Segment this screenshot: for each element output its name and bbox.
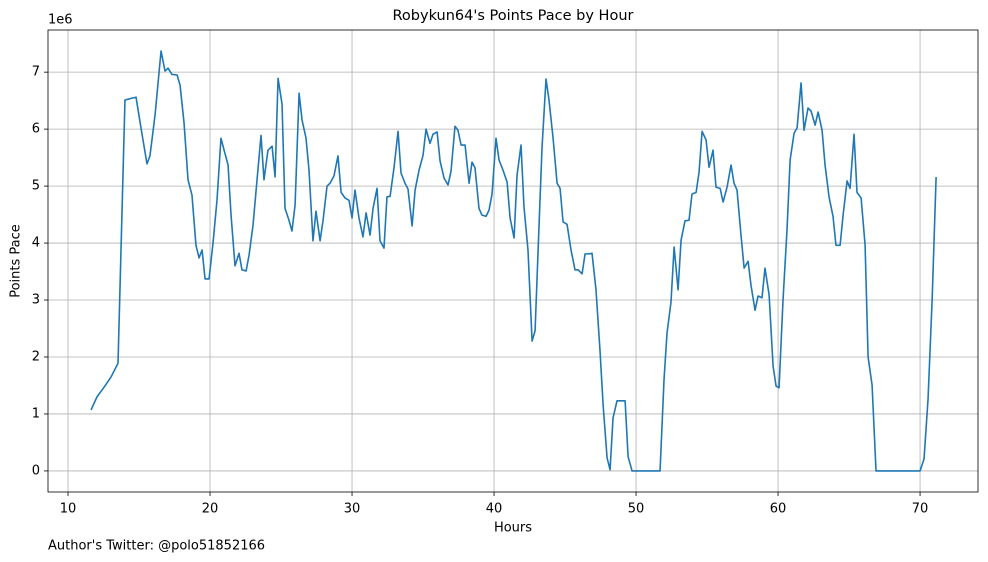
- y-tick-label: 2: [32, 349, 40, 364]
- x-tick-label: 60: [770, 502, 787, 517]
- x-tick-label: 40: [486, 502, 503, 517]
- y-tick-label: 4: [32, 236, 40, 251]
- y-offset-label: 1e6: [48, 13, 73, 28]
- x-tick-label: 20: [202, 502, 219, 517]
- y-tick-label: 5: [32, 179, 40, 194]
- footnote: Author's Twitter: @polo51852166: [48, 539, 265, 554]
- x-tick-label: 70: [912, 502, 929, 517]
- x-tick-label: 10: [60, 502, 77, 517]
- axes-frame: [47, 29, 979, 493]
- y-tick-label: 6: [32, 122, 40, 137]
- data-line: [90, 50, 937, 472]
- x-axis-label: Hours: [494, 521, 532, 536]
- chart-title: Robykun64's Points Pace by Hour: [393, 8, 634, 24]
- y-axis-label: Points Pace: [9, 224, 24, 298]
- y-tick-label: 0: [32, 463, 40, 478]
- y-tick-label: 7: [32, 65, 40, 80]
- y-tick-label: 3: [32, 293, 40, 308]
- x-tick-label: 30: [344, 502, 361, 517]
- x-tick-label: 50: [628, 502, 645, 517]
- y-tick-label: 1: [32, 406, 40, 421]
